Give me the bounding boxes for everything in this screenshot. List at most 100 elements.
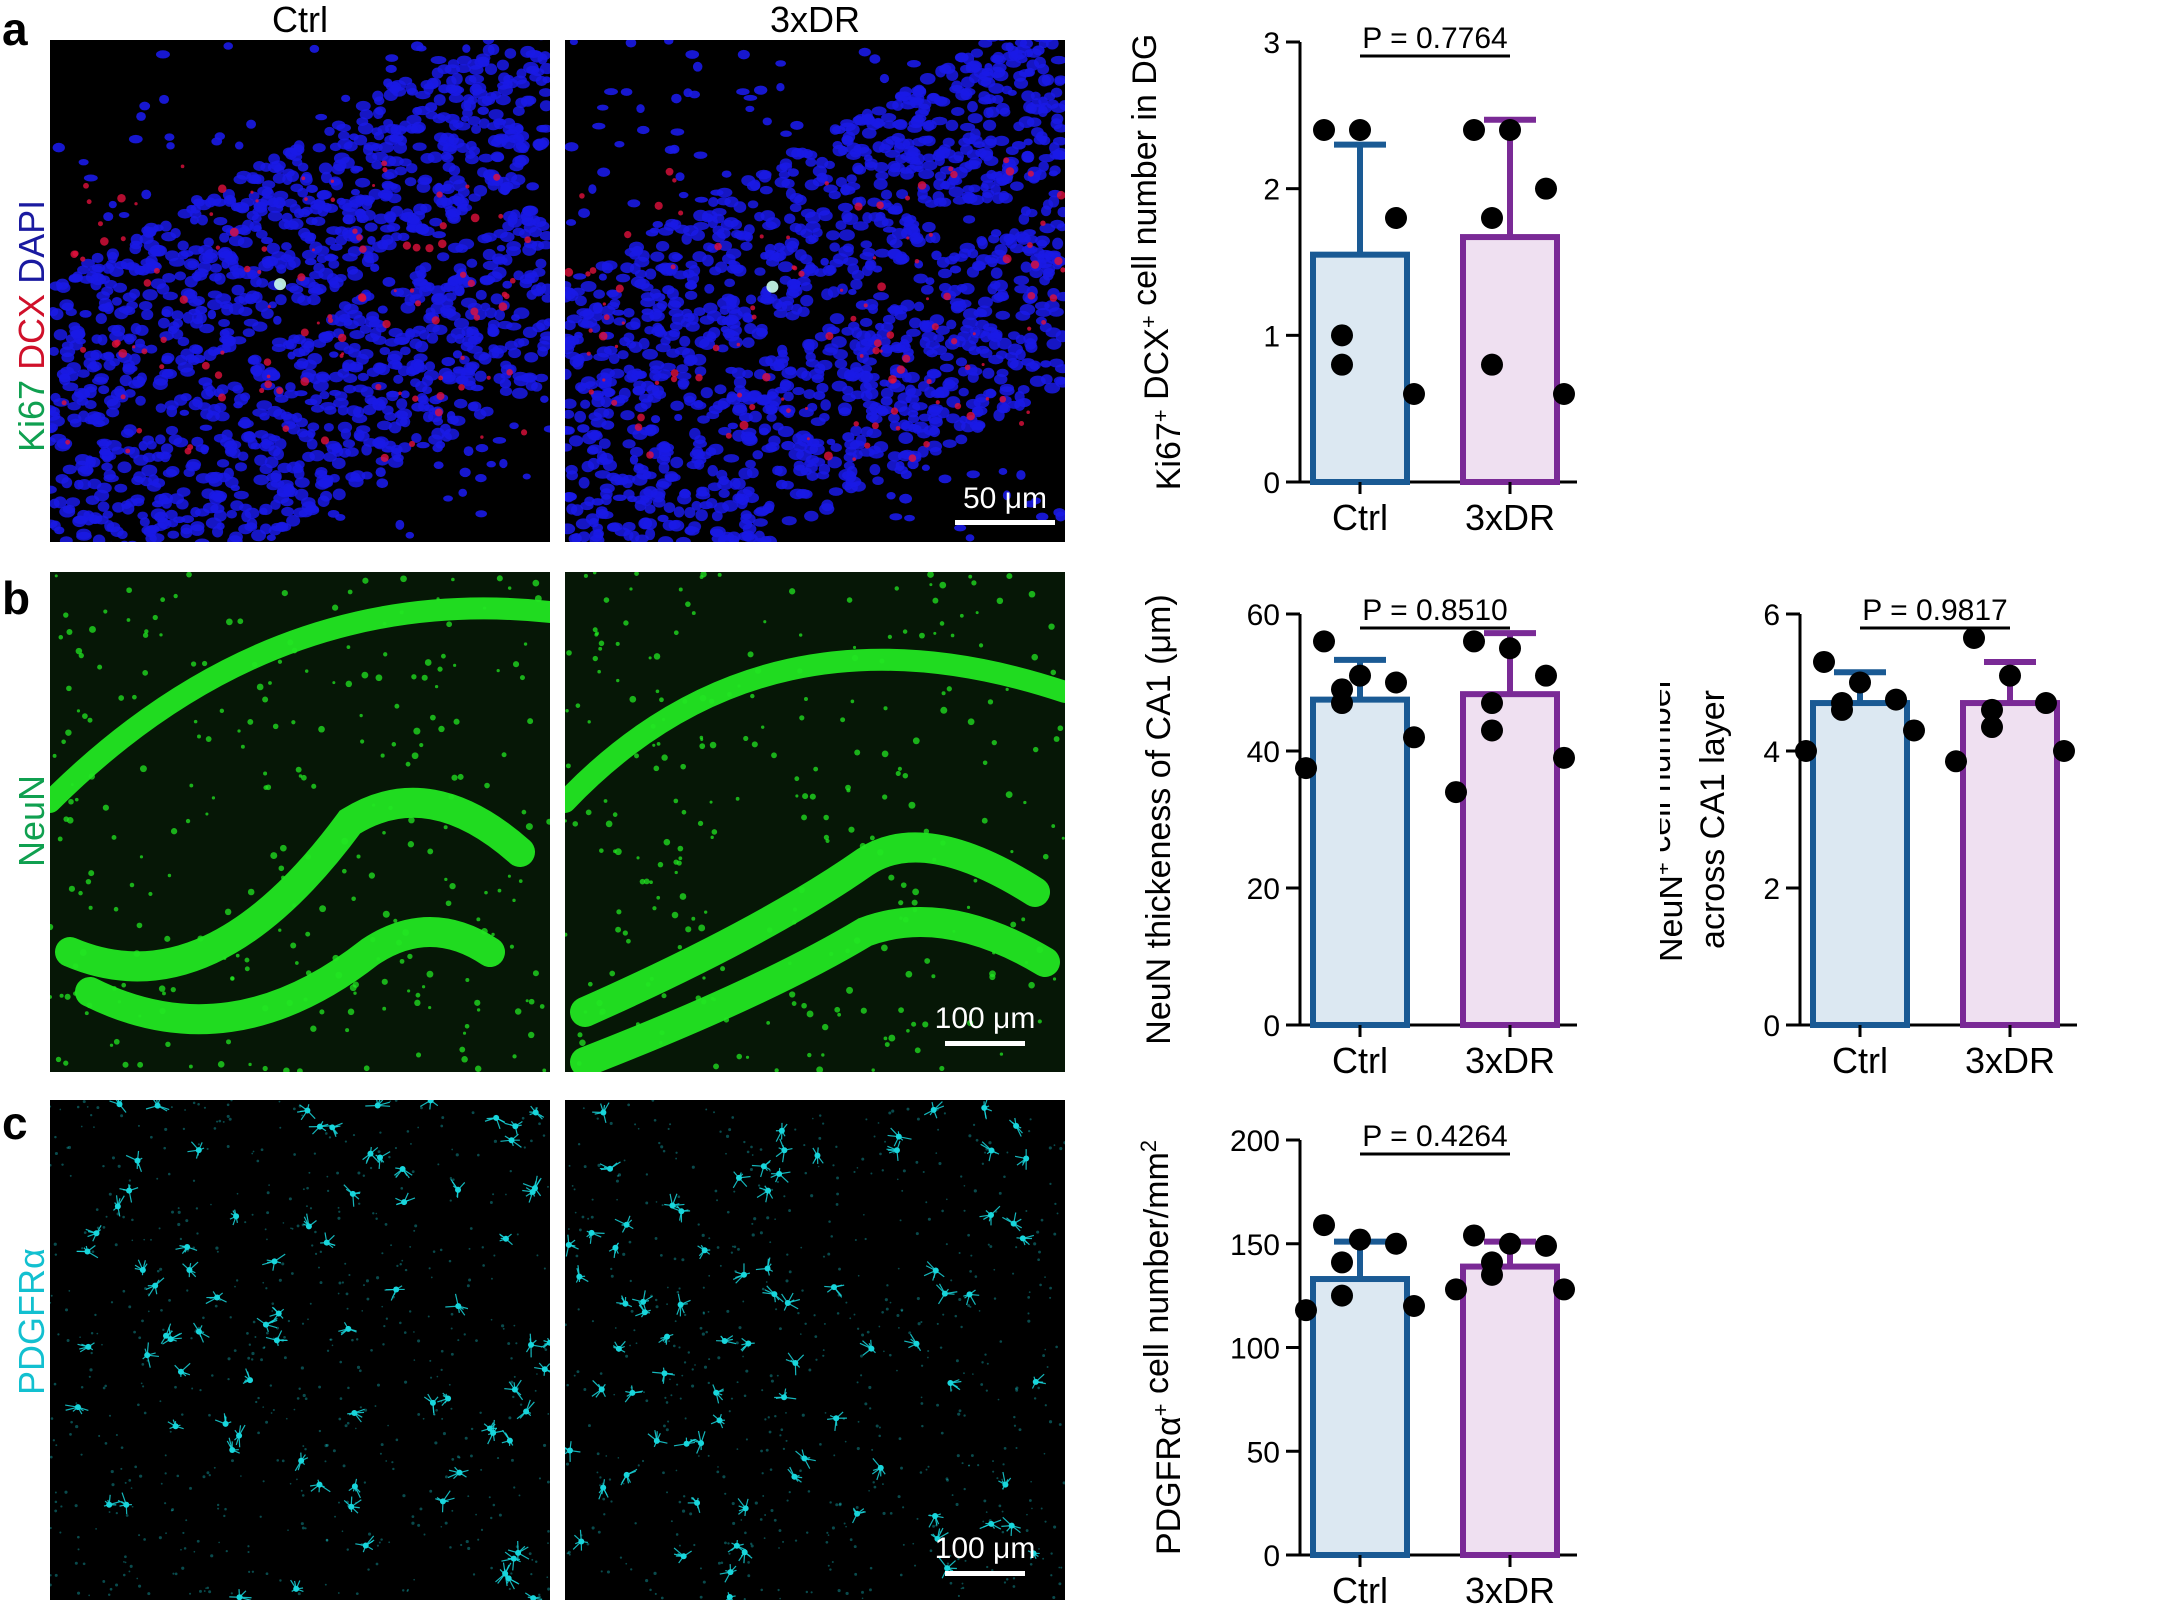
data-point	[1481, 207, 1503, 229]
column-label-3xdr: 3xDR	[769, 0, 861, 40]
data-point	[1331, 692, 1353, 715]
data-point	[1481, 692, 1503, 715]
dapi-texture	[565, 40, 1065, 542]
y-tick-label: 50	[1247, 1436, 1280, 1469]
data-point	[1445, 781, 1467, 804]
row-label-b: NeuN	[11, 775, 52, 867]
data-point	[1463, 1224, 1485, 1247]
y-tick-label: 0	[1263, 1540, 1280, 1573]
x-tick-label: 3xDR	[1965, 1040, 2055, 1081]
bar-3xdr	[1460, 691, 1560, 1029]
dapi-texture	[50, 40, 550, 542]
data-point	[1331, 353, 1353, 376]
bar-ctrl	[1310, 696, 1410, 1028]
y-tick-label: 40	[1247, 736, 1280, 769]
x-tick-label: Ctrl	[1332, 1040, 1388, 1081]
data-point	[1403, 726, 1425, 749]
data-point	[1385, 1232, 1407, 1255]
data-point	[1963, 626, 1985, 649]
pdgfra-texture	[565, 1100, 1065, 1600]
neun-texture	[565, 572, 1065, 1072]
y-tick-label: 0	[1763, 1010, 1780, 1043]
data-point	[1849, 671, 1871, 694]
y-tick-label: 1	[1263, 320, 1280, 353]
data-point	[1385, 671, 1407, 694]
data-point	[1295, 757, 1317, 780]
data-point	[1999, 664, 2021, 687]
x-tick-label: Ctrl	[1832, 1040, 1888, 1081]
pdgfra-texture	[50, 1100, 550, 1600]
y-axis-label: across CA1 layer	[1694, 690, 1732, 949]
scale-bar-label-a: 50 μm	[963, 482, 1047, 515]
bar-ctrl	[1310, 251, 1410, 485]
micrograph-a-ctrl	[50, 40, 550, 542]
y-tick-label: 20	[1247, 873, 1280, 906]
row-label-a-ki67: Ki67	[11, 379, 52, 452]
data-point	[2035, 692, 2057, 715]
data-point	[1463, 119, 1485, 141]
data-point	[1403, 383, 1425, 405]
data-point	[1481, 1263, 1503, 1286]
row-label-a-dcx: DCX	[11, 293, 52, 380]
x-tick-label: Ctrl	[1332, 497, 1388, 538]
y-tick-label: 0	[1263, 1010, 1280, 1043]
data-point	[1535, 664, 1557, 687]
x-tick-label: 3xDR	[1465, 1570, 1555, 1611]
chart-a-ki67-dcx: Ki67+ DCX+ cell number in DG 0 1 2 3 Ctrl 3xDR…	[1126, 22, 1577, 538]
scale-bar-c	[945, 1571, 1025, 1576]
bar-ctrl	[1310, 1276, 1410, 1558]
p-value-label: P = 0.9817	[1862, 594, 2007, 627]
data-point	[2053, 740, 2075, 762]
micrograph-b-3xdr	[565, 572, 1065, 1072]
p-value-label: P = 0.8510	[1362, 594, 1507, 627]
data-point	[1885, 688, 1907, 711]
data-point	[1331, 1251, 1353, 1274]
data-point	[1499, 119, 1521, 141]
data-point	[1553, 383, 1575, 405]
row-label-c: PDGFRα	[11, 1248, 52, 1395]
y-axis-label: Ki67+ DCX+ cell number in DG	[1126, 34, 1188, 491]
column-label-ctrl: Ctrl	[272, 0, 328, 40]
micrograph-a-3xdr	[565, 40, 1065, 542]
y-tick-label: 60	[1247, 599, 1280, 632]
bar-3xdr	[1460, 1263, 1560, 1558]
data-point	[1331, 1284, 1353, 1307]
micrograph-c-ctrl	[50, 1100, 550, 1600]
row-label-c-pdgfra: PDGFRα	[11, 1248, 52, 1395]
data-point	[1349, 1228, 1371, 1251]
data-point	[1463, 630, 1485, 653]
y-tick-label: 0	[1263, 467, 1280, 500]
data-point	[1349, 664, 1371, 687]
row-label-a-dapi: DAPI	[11, 199, 52, 294]
p-value-label: P = 0.4264	[1362, 1120, 1507, 1153]
data-point	[1553, 746, 1575, 769]
scale-bar-a	[955, 520, 1055, 525]
data-point	[1535, 1234, 1557, 1257]
data-point	[1349, 119, 1371, 141]
data-point	[1331, 324, 1353, 347]
data-point	[1981, 698, 2003, 721]
data-point	[1945, 750, 1967, 773]
data-point	[1903, 719, 1925, 742]
data-point	[1403, 1295, 1425, 1317]
panel-letter-b: b	[2, 572, 31, 624]
scale-bar-label-c: 100 μm	[934, 1532, 1036, 1565]
micrograph-b-ctrl	[50, 572, 550, 1072]
y-axis-label: NeuN+ cell number	[1660, 677, 1690, 962]
y-tick-label: 200	[1230, 1125, 1280, 1158]
data-point	[1831, 698, 1853, 721]
data-point	[1813, 650, 1835, 673]
y-tick-label: 6	[1763, 599, 1780, 632]
x-tick-label: 3xDR	[1465, 497, 1555, 538]
chart-c-pdgfra: PDGFRα+ cell number/mm2 0 50 100 150 200 Ctrl 3…	[1136, 1120, 1577, 1611]
y-tick-label: 3	[1263, 27, 1280, 60]
y-axis-label: NeuN thickeness of CA1 (μm)	[1140, 594, 1178, 1044]
scale-bar-b	[945, 1041, 1025, 1046]
y-tick-label: 100	[1230, 1333, 1280, 1366]
scale-bar-label-b: 100 μm	[934, 1002, 1036, 1035]
data-point	[1981, 716, 2003, 739]
p-value-label: P = 0.7764	[1362, 22, 1507, 55]
data-point	[1313, 119, 1335, 141]
chart-b-neun-thickness: NeuN thickeness of CA1 (μm) 0 20 40 60 Ctrl 3x…	[1140, 594, 1577, 1081]
